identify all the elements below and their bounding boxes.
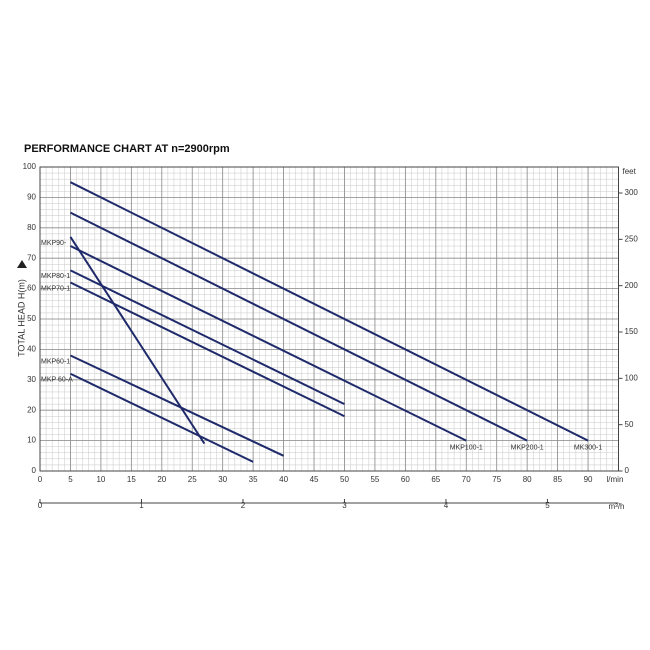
series-line — [70, 281, 345, 418]
chart-title: PERFORMANCE CHART AT n=2900rpm — [24, 143, 230, 155]
y2-tick-label: 200 — [625, 281, 639, 290]
x-tick-label: 35 — [249, 475, 258, 484]
x-tick-label: 40 — [279, 475, 288, 484]
x-tick-label: 55 — [370, 475, 379, 484]
x-tick-label: 65 — [431, 475, 440, 484]
x-tick-label: 10 — [96, 475, 105, 484]
series-label: MKP90- — [41, 240, 67, 247]
x2-unit: m³/h — [609, 502, 625, 511]
series-line — [70, 269, 345, 406]
series-line — [70, 245, 467, 442]
x-unit: l/min — [607, 475, 624, 484]
series-label: MKP60-1 — [41, 358, 70, 365]
y-tick-label: 90 — [27, 193, 36, 202]
y-axis-arrow — [17, 260, 27, 268]
x2-tick-label: 0 — [38, 501, 43, 510]
x-tick-label: 20 — [157, 475, 166, 484]
series-line — [70, 211, 528, 442]
series-line — [70, 181, 589, 442]
y2-tick-label: 250 — [625, 234, 639, 243]
series-label: MKP 60-A — [41, 377, 73, 384]
x2-tick-label: 4 — [444, 501, 449, 510]
y-tick-label: 0 — [32, 466, 37, 475]
y-tick-label: 30 — [27, 375, 36, 384]
y2-tick-label: 300 — [625, 188, 639, 197]
plot-frame — [39, 166, 619, 472]
x2-tick-label: 2 — [241, 501, 246, 510]
x-tick-label: 90 — [584, 475, 593, 484]
series-label: MKP70-1 — [41, 285, 70, 292]
x-tick-label: 80 — [523, 475, 532, 484]
y2-tick-label: 150 — [625, 327, 639, 336]
series-line — [70, 354, 285, 457]
x2-tick-label: 1 — [139, 501, 144, 510]
x-tick-label: 50 — [340, 475, 349, 484]
x-tick-label: 70 — [462, 475, 471, 484]
y-tick-label: 20 — [27, 405, 36, 414]
y-axis-label: TOTAL HEAD H(m) — [16, 279, 26, 357]
y2-tick-label: 0 — [625, 466, 630, 475]
x-tick-label: 45 — [310, 475, 319, 484]
x-tick-label: 0 — [38, 475, 43, 484]
y-tick-label: 40 — [27, 345, 36, 354]
x2-tick-label: 5 — [545, 501, 550, 510]
y2-unit: feet — [623, 167, 637, 176]
y-tick-label: 80 — [27, 223, 36, 232]
y-tick-label: 100 — [23, 162, 37, 171]
series-line — [70, 372, 254, 463]
series-label: MKP80-1 — [41, 273, 70, 280]
x-tick-label: 25 — [188, 475, 197, 484]
y-tick-label: 10 — [27, 436, 36, 445]
x-tick-label: 60 — [401, 475, 410, 484]
y2-tick-label: 100 — [625, 373, 639, 382]
y-tick-label: 70 — [27, 253, 36, 262]
series-line — [69, 236, 206, 445]
y-tick-label: 60 — [27, 284, 36, 293]
x-tick-label: 85 — [553, 475, 562, 484]
x-tick-label: 15 — [127, 475, 136, 484]
x-tick-label: 30 — [218, 475, 227, 484]
series-label: MKP200-1 — [511, 444, 544, 451]
series-label: MK300-1 — [574, 444, 603, 451]
series-label: MKP100-1 — [450, 444, 483, 451]
x2-tick-label: 3 — [342, 501, 347, 510]
x-tick-label: 75 — [492, 475, 501, 484]
y2-tick-label: 50 — [625, 420, 634, 429]
x-tick-label: 5 — [68, 475, 73, 484]
y-tick-label: 50 — [27, 314, 36, 323]
